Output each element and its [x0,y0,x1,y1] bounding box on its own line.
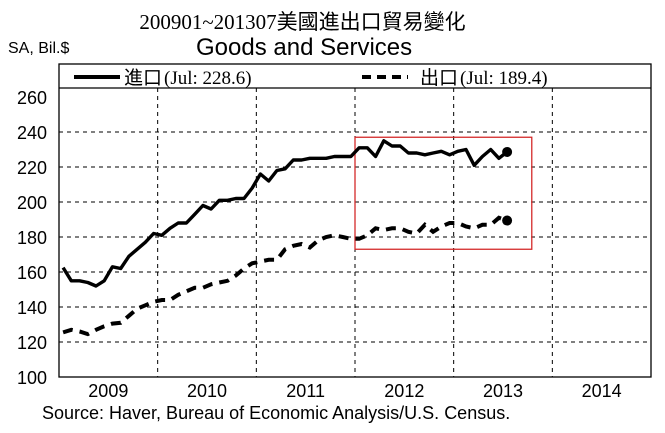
plot-frame [58,63,652,378]
x-tick-label: 2011 [286,381,325,401]
chart-subtitle: Goods and Services [196,34,413,61]
y-tick-label: 260 [17,88,47,108]
y-tick-label: 220 [17,158,47,178]
y-axis-units: SA, Bil.$ [8,40,70,57]
source-note: Source: Haver, Bureau of Economic Analys… [42,403,511,423]
exports-endpoint-marker [502,215,513,226]
y-axis-ticks: 100 120 140 160 180 200 220 240 260 [17,88,47,388]
exports-line [62,215,508,337]
x-tick-label: 2012 [384,381,424,401]
x-tick-label: 2010 [187,381,227,401]
x-tick-label: 2009 [88,381,128,401]
legend-exports-label: 出口 (Jul: 189.4) [420,67,548,89]
y-tick-label: 120 [17,333,47,353]
legend: 進口 (Jul: 228.6) 出口 (Jul: 189.4) [74,67,548,89]
y-tick-label: 160 [17,263,47,283]
y-tick-label: 180 [17,228,47,248]
y-tick-label: 100 [17,368,47,388]
imports-line [61,139,509,288]
highlight-box [354,136,533,250]
legend-imports-label: 進口 (Jul: 228.6) [124,67,252,89]
x-axis-ticks: 2009 2010 2011 2012 2013 2014 [88,381,621,401]
y-tick-label: 200 [17,193,47,213]
x-tick-label: 2014 [582,381,622,401]
imports-endpoint-marker [502,146,513,157]
y-tick-label: 240 [17,123,47,143]
y-tick-label: 140 [17,298,47,318]
chart-title: 200901~201307美國進出口貿易變化 [0,6,665,36]
chart-title-text: 200901~201307美國進出口貿易變化 [139,10,466,34]
x-tick-label: 2013 [483,381,523,401]
